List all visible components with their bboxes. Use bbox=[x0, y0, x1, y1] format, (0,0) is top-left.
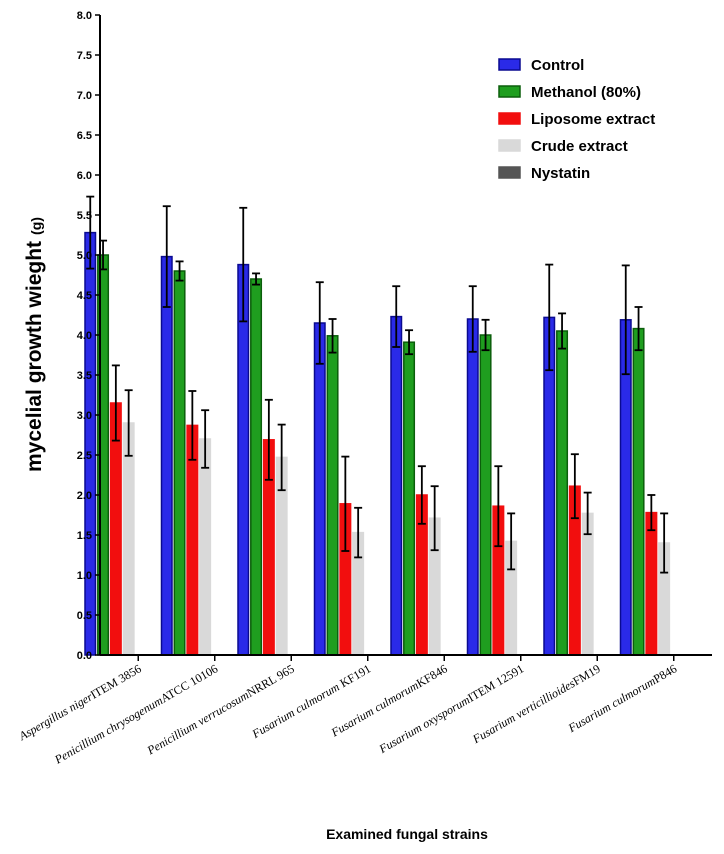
error-bar bbox=[315, 281, 324, 365]
y-tick-label: 0.5 bbox=[77, 610, 92, 622]
error-bar bbox=[175, 260, 184, 282]
error-bar bbox=[341, 455, 350, 552]
bar-methanol-80 bbox=[403, 341, 416, 656]
legend-swatch bbox=[498, 58, 521, 71]
x-category-label: Fusarium verticillioidesFM19 bbox=[469, 661, 602, 746]
error-bar bbox=[188, 390, 197, 461]
bar-control bbox=[313, 322, 326, 656]
bar-methanol-80 bbox=[173, 270, 186, 656]
error-bar bbox=[201, 409, 210, 469]
bar-methanol-80 bbox=[632, 327, 645, 656]
legend-swatch bbox=[498, 85, 521, 98]
y-tick-label: 2.5 bbox=[77, 450, 92, 462]
error-bar bbox=[124, 389, 133, 457]
bar-crude-extract bbox=[199, 438, 212, 656]
bar-control bbox=[160, 255, 173, 656]
y-tick-label: 5.0 bbox=[77, 250, 92, 262]
y-tick-label: 6.5 bbox=[77, 130, 92, 142]
error-bar bbox=[660, 512, 669, 574]
error-bar bbox=[264, 398, 273, 481]
legend-swatch bbox=[498, 139, 521, 152]
error-bar bbox=[507, 512, 516, 571]
error-bar bbox=[354, 506, 363, 559]
y-tick-label: 5.5 bbox=[77, 210, 92, 222]
error-bar bbox=[468, 285, 477, 353]
bar-control bbox=[390, 315, 403, 656]
legend-item: Liposome extract bbox=[498, 111, 655, 128]
legend-swatch bbox=[498, 166, 521, 179]
y-tick-label: 1.5 bbox=[77, 530, 92, 542]
error-bar bbox=[647, 494, 656, 532]
legend-item: Nystatin bbox=[498, 165, 590, 182]
y-tick-label: 7.0 bbox=[77, 90, 92, 102]
y-tick-label: 7.5 bbox=[77, 50, 92, 62]
x-category-label: Aspergillus nigerITEM 3856 bbox=[16, 661, 144, 743]
x-axis-title: Examined fungal strains bbox=[326, 826, 488, 842]
bar-liposome-extract bbox=[645, 511, 658, 656]
error-bar bbox=[392, 285, 401, 348]
error-bar bbox=[405, 329, 414, 356]
error-bar bbox=[583, 491, 592, 536]
legend-label: Control bbox=[531, 57, 584, 74]
error-bar bbox=[430, 485, 439, 552]
y-tick-label: 8.0 bbox=[77, 10, 92, 22]
y-tick-label: 0.0 bbox=[77, 650, 92, 662]
y-axis-title: mycelial growth wieght(g) bbox=[23, 217, 46, 472]
x-category-label: Fusarium oxysporumITEM 12591 bbox=[376, 661, 526, 756]
error-bar bbox=[417, 465, 426, 525]
legend-label: Crude extract bbox=[531, 138, 628, 155]
error-bar bbox=[162, 205, 171, 308]
error-bar bbox=[570, 453, 579, 520]
bar-methanol-80 bbox=[250, 278, 263, 656]
error-bar bbox=[111, 364, 120, 442]
legend-item: Methanol (80%) bbox=[498, 84, 641, 101]
legend-label: Liposome extract bbox=[531, 111, 655, 128]
error-bar bbox=[494, 465, 503, 548]
bar-methanol-80 bbox=[326, 335, 339, 656]
y-tick-label: 4.5 bbox=[77, 290, 92, 302]
error-bar bbox=[545, 263, 554, 372]
error-bar bbox=[481, 318, 490, 352]
y-tick-label: 1.0 bbox=[77, 570, 92, 582]
error-bar bbox=[239, 206, 248, 323]
error-bar bbox=[277, 423, 286, 492]
error-bar bbox=[252, 272, 261, 286]
bar-control bbox=[237, 263, 250, 656]
bar-control bbox=[466, 318, 479, 656]
error-bar bbox=[86, 195, 95, 270]
legend-item: Control bbox=[498, 57, 584, 74]
legend-label: Nystatin bbox=[531, 165, 590, 182]
y-tick-label: 3.0 bbox=[77, 410, 92, 422]
error-bar bbox=[328, 318, 337, 354]
y-tick-label: 3.5 bbox=[77, 370, 92, 382]
y-tick-label: 4.0 bbox=[77, 330, 92, 342]
y-tick-label: 2.0 bbox=[77, 490, 92, 502]
x-category-label: Penicillium verrucosumNRRL 965 bbox=[144, 661, 297, 757]
legend-swatch bbox=[498, 112, 521, 125]
bar-methanol-80 bbox=[479, 334, 492, 656]
legend-label: Methanol (80%) bbox=[531, 84, 641, 101]
error-bar bbox=[558, 312, 567, 350]
error-bar bbox=[634, 306, 643, 352]
legend-item: Crude extract bbox=[498, 138, 628, 155]
bar-crude-extract bbox=[122, 422, 135, 656]
bar-methanol-80 bbox=[556, 330, 569, 656]
error-bar bbox=[621, 264, 630, 376]
y-tick-label: 6.0 bbox=[77, 170, 92, 182]
